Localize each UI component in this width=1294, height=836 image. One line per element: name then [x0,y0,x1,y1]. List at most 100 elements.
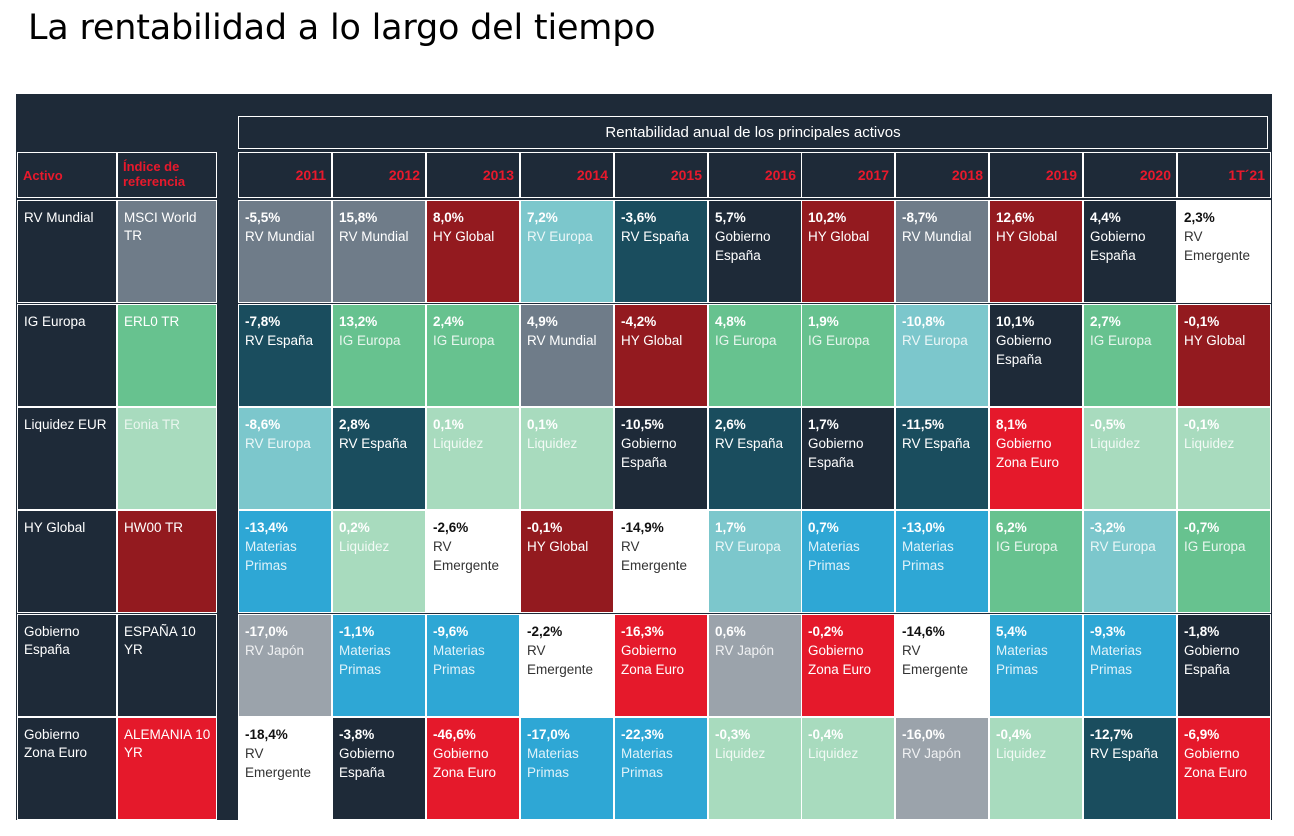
asset-name: RV Europa [527,229,593,244]
return-value: -7,8% [245,314,281,329]
return-value: 2,3% [1184,210,1215,225]
asset-name: RV España [245,333,314,348]
return-value: -0,4% [808,727,844,742]
return-cell: -0,4% Liquidez [989,717,1083,820]
table-main-header: Rentabilidad anual de los principales ac… [238,116,1268,149]
return-cell: -3,8% Gobierno España [332,717,426,820]
asset-name: RV España [715,436,784,451]
asset-name: IG Europa [433,333,495,348]
return-value: 8,0% [433,210,464,225]
return-cell: -0,1% HY Global [520,510,614,613]
asset-name: HY Global [433,229,495,244]
return-cell: -0,1% Liquidez [1177,407,1271,510]
asset-name: IG Europa [808,333,870,348]
return-cell: 0,7% Materias Primas [801,510,895,613]
return-value: -0,1% [1184,417,1220,432]
year-header: 1T´21 [1177,152,1271,198]
return-value: -0,5% [1090,417,1126,432]
asset-name: Materias Primas [996,643,1048,677]
return-value: 0,7% [808,520,839,535]
return-cell: -13,4% Materias Primas [238,510,332,613]
return-value: -9,3% [1090,624,1126,639]
return-value: -16,0% [902,727,945,742]
return-value: 0,1% [527,417,558,432]
return-value: -13,0% [902,520,945,535]
asset-name: Liquidez [527,436,578,451]
return-value: -0,7% [1184,520,1220,535]
return-cell: 6,2% IG Europa [989,510,1083,613]
return-cell: -9,3% Materias Primas [1083,614,1177,717]
return-cell: 4,9% RV Mundial [520,304,614,407]
index-label: Eonia TR [117,407,217,510]
return-cell: -46,6% Gobierno Zona Euro [426,717,520,820]
year-header: 2015 [614,152,708,198]
asset-name: RV España [902,436,971,451]
asset-name: Liquidez [1184,436,1235,451]
return-cell: 5,7% Gobierno España [708,200,802,303]
asset-name: Gobierno España [339,746,395,780]
year-header: 2018 [895,152,989,198]
asset-name: RV Japón [902,746,962,761]
year-header: 2020 [1083,152,1177,198]
asset-name: Liquidez [433,436,484,451]
asset-name: Materias Primas [808,539,860,573]
return-value: -16,3% [621,624,664,639]
return-cell: 15,8% RV Mundial [332,200,426,303]
return-cell: 10,2% HY Global [801,200,895,303]
return-value: 13,2% [339,314,378,329]
return-cell: 4,4% Gobierno España [1083,200,1177,303]
asset-name: Liquidez [715,746,766,761]
return-value: -9,6% [433,624,469,639]
return-value: -2,2% [527,624,563,639]
return-cell: -11,5% RV España [895,407,989,510]
return-cell: -18,4% RV Emergente [238,717,332,820]
return-value: -4,2% [621,314,657,329]
return-value: 0,1% [433,417,464,432]
return-cell: 2,6% RV España [708,407,802,510]
return-value: -6,9% [1184,727,1220,742]
return-cell: 7,2% RV Europa [520,200,614,303]
return-cell: -0,3% Liquidez [708,717,802,820]
year-header: 2011 [238,152,332,198]
asset-name: Materias Primas [245,539,297,573]
asset-label: IG Europa [17,304,117,407]
return-value: 2,4% [433,314,464,329]
return-cell: -8,6% RV Europa [238,407,332,510]
asset-name: Gobierno Zona Euro [1184,746,1248,780]
return-value: -8,7% [902,210,938,225]
asset-label: HY Global [17,510,117,613]
return-cell: -7,8% RV España [238,304,332,407]
return-value: -1,8% [1184,624,1220,639]
return-cell: 2,3% RV Emergente [1177,200,1271,303]
return-value: -17,0% [527,727,570,742]
asset-name: IG Europa [1184,539,1246,554]
return-cell: -5,5% RV Mundial [238,200,332,303]
return-cell: -0,7% IG Europa [1177,510,1271,613]
year-header: 2013 [426,152,520,198]
asset-name: RV España [621,229,690,244]
return-value: 6,2% [996,520,1027,535]
return-cell: 2,7% IG Europa [1083,304,1177,407]
return-value: 7,2% [527,210,558,225]
return-value: 8,1% [996,417,1027,432]
asset-name: HY Global [527,539,589,554]
asset-name: RV Emergente [245,746,312,780]
asset-name: RV Japón [715,643,775,658]
return-value: -46,6% [433,727,476,742]
asset-name: RV Emergente [621,539,688,573]
return-value: 0,2% [339,520,370,535]
asset-label: RV Mundial [17,200,117,303]
return-cell: 1,7% RV Europa [708,510,802,613]
asset-label: Gobierno España [17,614,117,717]
asset-name: RV Mundial [339,229,409,244]
asset-name: RV Europa [1090,539,1156,554]
return-value: -3,8% [339,727,375,742]
asset-name: HY Global [621,333,683,348]
return-value: 10,2% [808,210,847,225]
return-cell: -0,5% Liquidez [1083,407,1177,510]
asset-name: RV Emergente [527,643,594,677]
asset-name: Gobierno España [715,229,771,263]
return-value: 1,7% [715,520,746,535]
return-cell: -1,8% Gobierno España [1177,614,1271,717]
year-header: 2016 [708,152,802,198]
